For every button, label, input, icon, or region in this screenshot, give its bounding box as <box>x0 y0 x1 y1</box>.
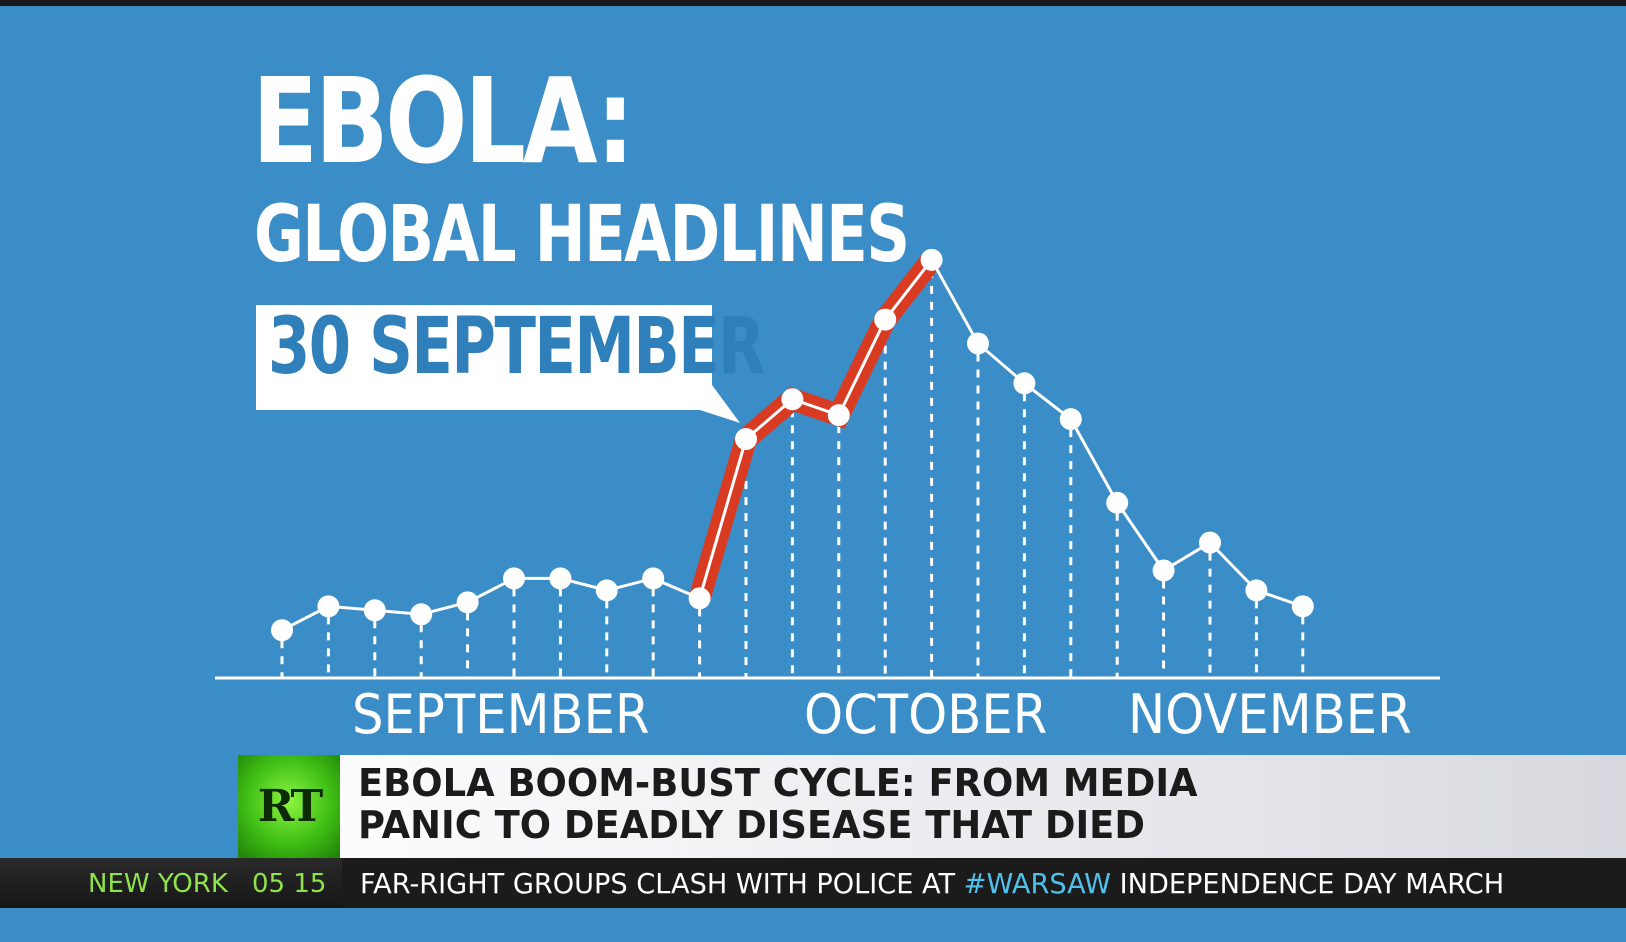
x-tick-label-october: OCTOBER <box>804 683 1048 746</box>
ticker-city: NEW YORK <box>88 869 228 899</box>
stem-group <box>280 269 1305 678</box>
data-point-7 <box>595 579 618 602</box>
data-point-2 <box>363 599 386 622</box>
data-point-21 <box>1245 579 1268 602</box>
data-point-9 <box>688 587 711 610</box>
ticker-text: FAR-RIGHT GROUPS CLASH WITH POLICE AT #W… <box>360 867 1504 900</box>
data-point-3 <box>410 603 433 626</box>
chart-subtitle: GLOBAL HEADLINES <box>254 190 910 280</box>
data-point-11 <box>781 388 804 411</box>
ticker-location-panel <box>0 858 342 908</box>
ticker-text-after: INDEPENDENCE DAY MARCH <box>1111 867 1505 900</box>
headline-line-1: EBOLA BOOM-BUST CYCLE: FROM MEDIA <box>358 761 1198 805</box>
data-point-14 <box>920 248 943 271</box>
channel-logo-text: RT <box>257 781 324 832</box>
data-point-8 <box>642 567 665 590</box>
x-tick-label-september: SEPTEMBER <box>352 683 650 746</box>
data-point-17 <box>1059 408 1082 431</box>
annotation-label: 30 SEPTEMBER <box>268 302 765 392</box>
point-group <box>271 248 1314 642</box>
data-point-4 <box>456 591 479 614</box>
data-point-16 <box>1013 372 1036 395</box>
ticker-text-before: FAR-RIGHT GROUPS CLASH WITH POLICE AT <box>360 867 964 900</box>
data-point-15 <box>967 332 989 355</box>
channel-logo: RT <box>238 755 340 858</box>
chart-title: EBOLA: <box>252 52 635 190</box>
annotation-callout <box>256 305 740 423</box>
top-bar <box>0 0 1626 6</box>
bottom-strip <box>0 908 1626 942</box>
data-point-1 <box>317 595 340 618</box>
data-point-6 <box>549 567 572 590</box>
data-point-19 <box>1152 559 1175 582</box>
annotation-callout-box <box>256 305 740 423</box>
data-point-0 <box>271 619 293 642</box>
headline-line-2: PANIC TO DEADLY DISEASE THAT DIED <box>358 803 1145 847</box>
ticker-time: 05 15 <box>252 869 327 899</box>
data-point-20 <box>1199 531 1221 554</box>
data-point-18 <box>1106 491 1129 514</box>
headline-bar <box>238 755 1626 858</box>
data-point-5 <box>503 567 525 590</box>
data-point-22 <box>1291 595 1314 618</box>
ticker-hashtag: #WARSAW <box>963 867 1112 900</box>
data-point-13 <box>874 308 897 331</box>
x-tick-label-november: NOVEMBER <box>1128 683 1412 746</box>
data-point-10 <box>735 428 757 451</box>
data-point-12 <box>827 404 850 427</box>
